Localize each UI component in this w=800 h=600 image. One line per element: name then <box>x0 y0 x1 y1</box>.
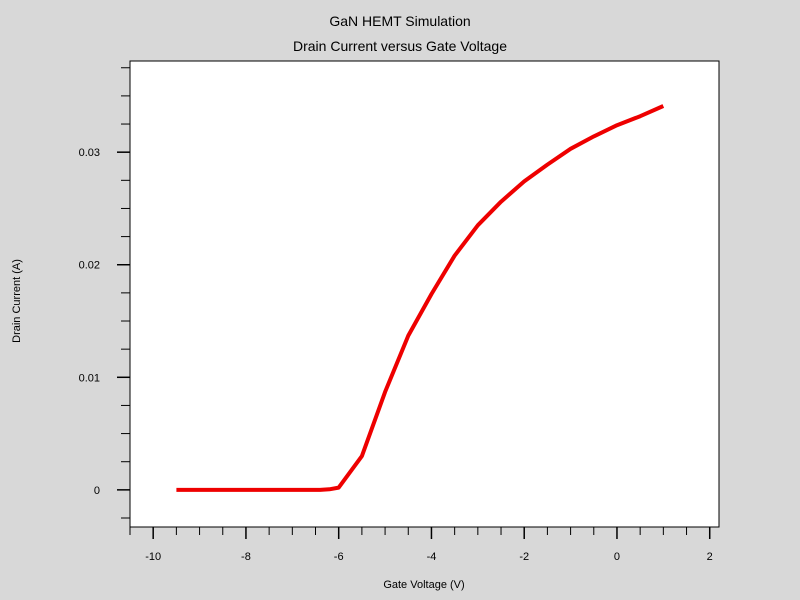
chart-title: GaN HEMT Simulation <box>329 13 470 29</box>
y-tick-label: 0.03 <box>79 147 100 159</box>
x-tick-label: -2 <box>519 551 529 563</box>
x-axis-label: Gate Voltage (V) <box>383 579 464 591</box>
y-tick-label: 0.01 <box>79 372 100 384</box>
x-tick-label: -4 <box>427 551 437 563</box>
x-tick-label: -8 <box>241 551 251 563</box>
x-tick-label: 0 <box>614 551 620 563</box>
x-tick-label: -10 <box>145 551 161 563</box>
x-tick-label: -6 <box>334 551 344 563</box>
drain-current-line <box>176 104 665 492</box>
chart-subtitle: Drain Current versus Gate Voltage <box>293 38 507 54</box>
y-tick-label: 0.02 <box>79 260 100 272</box>
x-tick-label: 2 <box>707 551 713 563</box>
plot-area <box>129 60 720 528</box>
y-axis-label: Drain Current (A) <box>11 259 23 343</box>
x-axis-ticks: -10 -8 -6 -4 -2 0 2 <box>129 527 713 563</box>
y-tick-label: 0 <box>94 485 100 497</box>
y-axis-ticks: 0 0.01 0.02 0.03 <box>79 67 130 519</box>
series-layer <box>176 104 665 492</box>
